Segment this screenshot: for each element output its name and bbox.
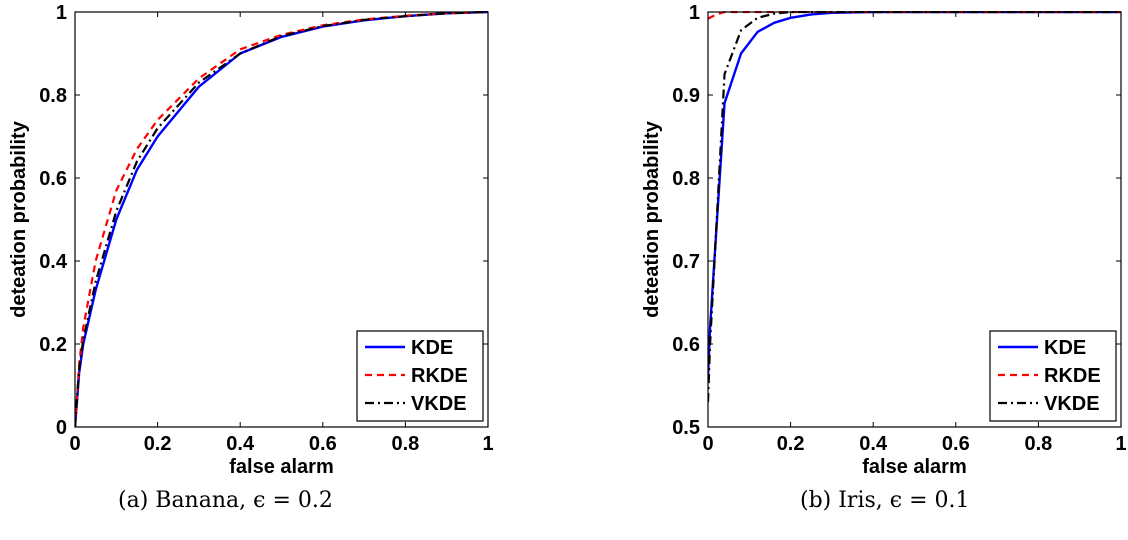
y-tick-label: 0.6 xyxy=(672,334,700,356)
chart-a: 0 0.2 0.4 0.6 0.8 1 0 0.2 0.4 0.6 0.8 1 false alarm d… xyxy=(8,2,494,478)
x-tick-label: 0.4 xyxy=(859,433,888,455)
plot-frame xyxy=(74,11,489,428)
legend-label-vkde: VKDE xyxy=(411,393,467,415)
y-tick-label: 0.9 xyxy=(672,85,700,107)
legend-label-kde: KDE xyxy=(1044,337,1086,359)
legend-label-rkde: RKDE xyxy=(1044,365,1101,387)
y-tick-label: 1 xyxy=(56,2,67,24)
y-axis-label: deteation probability xyxy=(8,120,30,318)
x-tick-label: 0 xyxy=(69,433,80,455)
plot-lines xyxy=(75,11,488,427)
legend: KDE RKDE VKDE xyxy=(989,330,1117,422)
legend-label-kde: KDE xyxy=(411,337,453,359)
caption-a: (a) Banana, ϵ = 0.2 xyxy=(118,488,333,513)
x-tick-label: 0.6 xyxy=(309,433,337,455)
x-tick-label: 0.4 xyxy=(226,433,255,455)
x-tick-label: 0 xyxy=(702,433,713,455)
y-tick-label: 0.4 xyxy=(39,251,68,273)
y-tick-label: 0.8 xyxy=(672,168,700,190)
y-tick-label: 0.2 xyxy=(39,334,67,356)
x-tick-label: 0.6 xyxy=(942,433,970,455)
chart-b: 0 0.2 0.4 0.6 0.8 1 0.5 0.6 0.7 0.8 0.9 1 false alar… xyxy=(641,2,1127,478)
x-tick-label: 0.2 xyxy=(144,433,172,455)
legend: KDE RKDE VKDE xyxy=(356,330,484,422)
caption-b-equation: ϵ = 0.1 xyxy=(889,488,970,513)
y-tick-label: 1 xyxy=(689,2,700,24)
y-tick-label: 0 xyxy=(56,417,67,439)
y-tick-label: 0.7 xyxy=(672,251,700,273)
caption-a-equation: ϵ = 0.2 xyxy=(253,488,333,513)
x-tick-label: 0.8 xyxy=(1024,433,1052,455)
legend-label-rkde: RKDE xyxy=(411,365,468,387)
x-tick-label: 0.2 xyxy=(777,433,805,455)
series-rkde-line xyxy=(75,11,488,427)
series-kde-line xyxy=(75,11,488,427)
legend-label-vkde: VKDE xyxy=(1044,393,1100,415)
plot-frame xyxy=(707,11,1122,428)
series-vkde-line xyxy=(75,11,488,427)
series-kde-line xyxy=(708,11,1121,378)
caption-b: (b) Iris, ϵ = 0.1 xyxy=(800,488,970,513)
x-tick-label: 0.8 xyxy=(391,433,419,455)
x-axis-label: false alarm xyxy=(862,456,967,478)
x-tick-label: 1 xyxy=(482,433,493,455)
caption-a-label: (a) Banana, xyxy=(118,488,254,513)
x-tick-label: 1 xyxy=(1115,433,1126,455)
y-tick-label: 0.6 xyxy=(39,168,67,190)
y-tick-label: 0.5 xyxy=(672,417,700,439)
caption-b-label: (b) Iris, xyxy=(800,488,890,513)
y-tick-label: 0.8 xyxy=(39,85,67,107)
y-axis-label: deteation probability xyxy=(641,120,663,318)
x-axis-label: false alarm xyxy=(229,456,334,478)
